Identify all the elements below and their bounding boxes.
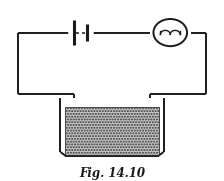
Text: Fig. 14.10: Fig. 14.10 [79, 167, 145, 180]
Polygon shape [65, 107, 159, 155]
